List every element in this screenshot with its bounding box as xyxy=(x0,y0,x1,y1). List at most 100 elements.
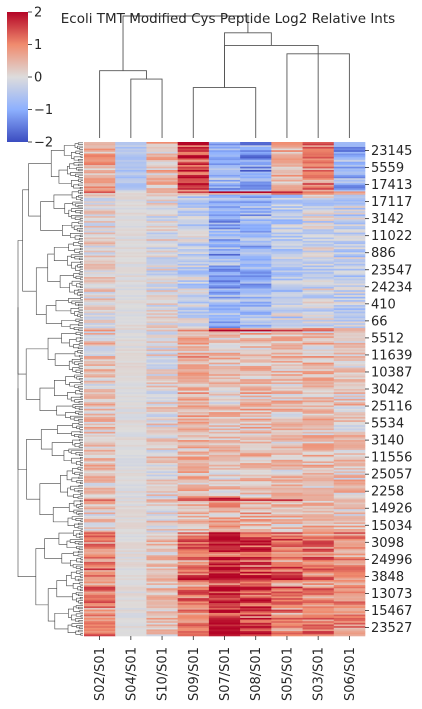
heatmap-cell xyxy=(208,186,241,189)
heatmap-cell xyxy=(84,510,116,513)
heatmap-cell xyxy=(177,418,210,421)
heatmap-cell xyxy=(146,156,178,159)
heatmap-cell xyxy=(302,201,335,204)
heatmap-cell xyxy=(115,313,147,316)
heatmap-cell xyxy=(146,303,178,306)
row-dendrogram-link xyxy=(80,468,83,471)
heatmap-cell xyxy=(240,375,272,378)
heatmap-cell xyxy=(115,255,147,258)
heatmap-cell xyxy=(146,237,178,240)
heatmap-cell xyxy=(208,492,241,495)
heatmap-cell xyxy=(240,418,272,421)
heatmap-cell xyxy=(146,443,178,446)
heatmap-cell xyxy=(302,333,335,335)
heatmap-cell xyxy=(333,291,366,294)
heatmap-cell xyxy=(146,606,178,609)
heatmap-cell xyxy=(302,318,335,321)
heatmap-cell xyxy=(240,311,272,314)
heatmap-cell xyxy=(84,347,116,350)
row-dendrogram-link xyxy=(75,203,83,207)
heatmap-cell xyxy=(302,301,335,304)
heatmap-cell xyxy=(208,389,241,391)
row-tick-label: 11556 xyxy=(371,451,412,466)
heatmap-cell xyxy=(302,176,335,179)
heatmap-cell xyxy=(333,403,366,406)
heatmap-cell xyxy=(333,316,366,319)
heatmap-cell xyxy=(240,500,272,503)
row-dendrogram-link xyxy=(75,517,83,522)
heatmap-cell xyxy=(84,426,116,429)
heatmap-cell xyxy=(146,326,178,329)
heatmap-cell xyxy=(115,334,147,337)
row-dendrogram-link xyxy=(76,597,81,603)
heatmap-cell xyxy=(115,326,147,329)
heatmap-cell xyxy=(146,158,178,161)
row-dendrogram-link xyxy=(71,214,83,219)
heatmap-cell xyxy=(333,361,366,363)
heatmap-cell xyxy=(84,509,116,512)
heatmap-cell xyxy=(177,624,210,627)
heatmap-cell xyxy=(302,482,335,485)
heatmap-cell xyxy=(177,525,210,528)
heatmap-cell xyxy=(84,336,116,339)
heatmap-cell xyxy=(271,356,303,359)
heatmap-cell xyxy=(208,319,241,322)
heatmap-cell xyxy=(84,300,116,303)
heatmap-cell xyxy=(333,268,366,271)
heatmap-cell xyxy=(240,255,272,258)
heatmap-cell xyxy=(115,584,147,587)
heatmap-cell xyxy=(208,543,241,546)
heatmap-cell xyxy=(177,217,210,220)
heatmap-cell xyxy=(240,550,272,553)
heatmap-cell xyxy=(240,291,272,294)
heatmap-cell xyxy=(208,272,241,275)
row-dendrogram-link xyxy=(75,265,80,271)
heatmap-cell xyxy=(146,486,178,489)
heatmap-cell xyxy=(177,553,210,556)
heatmap-cell xyxy=(333,260,366,263)
heatmap-cell xyxy=(115,347,147,350)
heatmap-cell xyxy=(240,165,272,167)
heatmap-cell xyxy=(84,224,116,227)
heatmap-cell xyxy=(240,209,272,212)
row-dendrogram-link xyxy=(76,511,83,515)
heatmap-cell xyxy=(146,249,178,251)
heatmap-cell xyxy=(177,331,210,334)
heatmap-cell xyxy=(146,446,178,449)
heatmap-cell xyxy=(302,206,335,209)
heatmap-cell xyxy=(240,410,272,413)
row-dendrogram-link xyxy=(74,541,83,545)
heatmap-cell xyxy=(146,515,178,518)
heatmap-cell xyxy=(115,555,147,558)
heatmap-cell xyxy=(115,413,147,416)
heatmap-cell xyxy=(271,482,303,485)
heatmap-cell xyxy=(302,286,335,289)
row-dendrogram-link xyxy=(79,567,83,570)
heatmap-cell xyxy=(240,397,272,400)
heatmap-cell xyxy=(177,339,210,342)
heatmap-cell xyxy=(271,586,303,589)
heatmap-cell xyxy=(302,165,335,167)
heatmap-cell xyxy=(333,446,366,449)
heatmap-cell xyxy=(115,542,147,545)
heatmap-cell xyxy=(333,530,366,533)
heatmap-cell xyxy=(115,446,147,449)
heatmap-cell xyxy=(115,466,147,469)
heatmap-cell xyxy=(333,194,366,197)
heatmap-cell xyxy=(240,197,272,200)
heatmap-cell xyxy=(240,337,272,340)
heatmap-cell xyxy=(146,400,178,403)
row-dendrogram-link xyxy=(73,273,80,278)
heatmap-cell xyxy=(240,416,272,419)
heatmap-cell xyxy=(115,494,147,497)
heatmap-cell xyxy=(146,291,178,294)
heatmap-cell xyxy=(302,540,335,543)
heatmap-cell xyxy=(115,260,147,263)
heatmap-cell xyxy=(177,530,210,533)
heatmap-cell xyxy=(115,342,147,345)
heatmap-cell xyxy=(146,240,178,243)
row-dendrogram-link xyxy=(73,162,83,166)
heatmap-cell xyxy=(333,184,366,187)
heatmap-cell xyxy=(177,342,210,345)
heatmap-cell xyxy=(302,281,335,284)
